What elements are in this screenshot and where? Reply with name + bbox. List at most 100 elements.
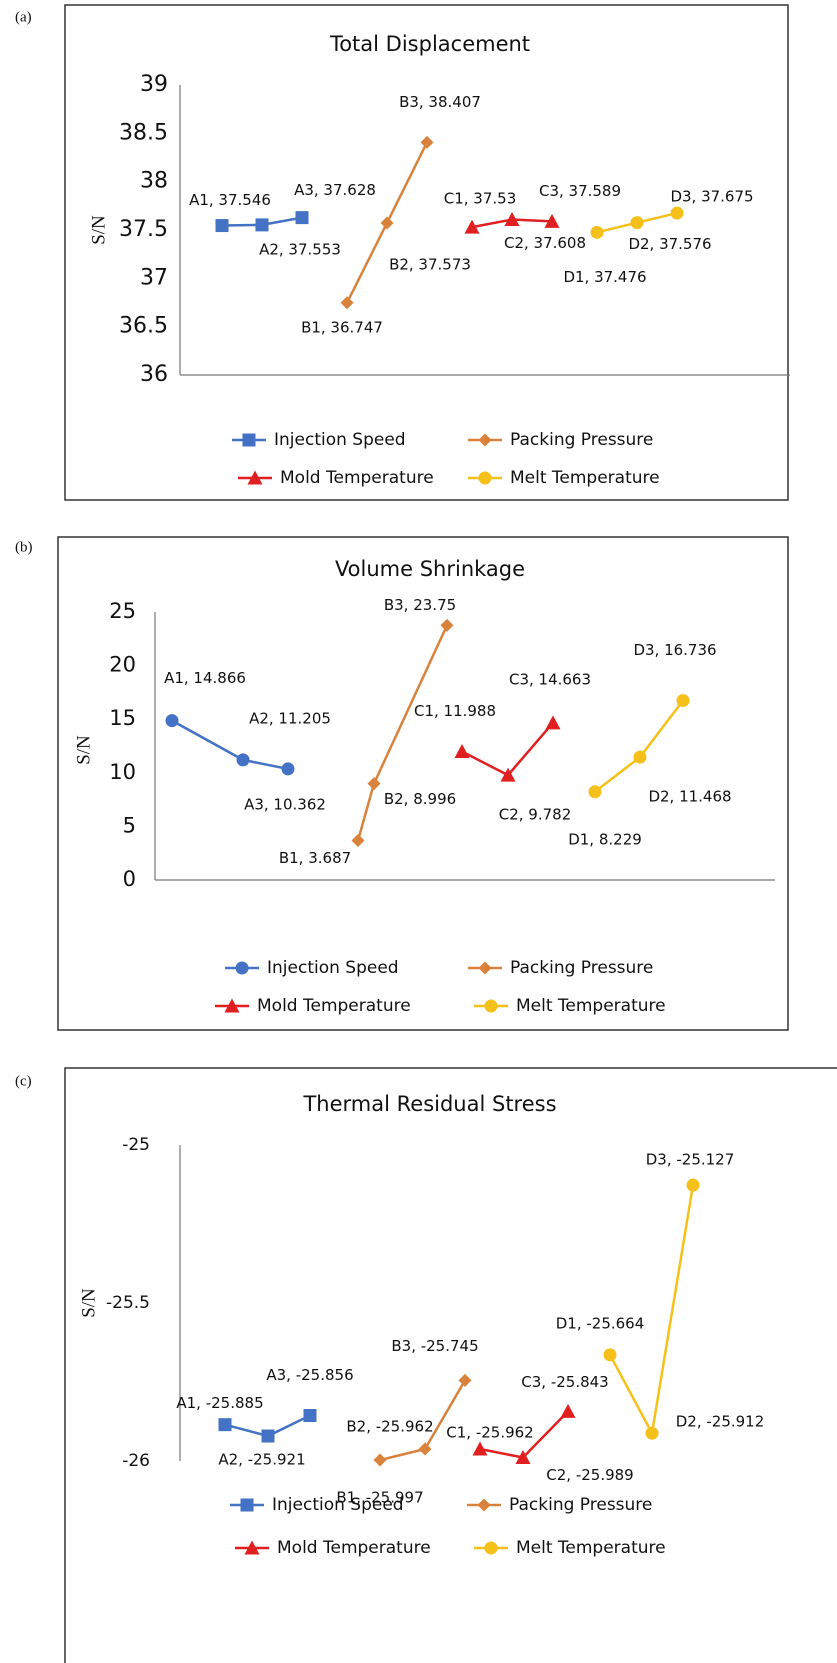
y-tick-label: 37.5 — [119, 217, 168, 242]
marker — [590, 225, 604, 239]
marker — [373, 1453, 387, 1467]
data-label: B2, -25.962 — [346, 1417, 433, 1435]
marker — [303, 1408, 317, 1422]
data-label: D3, 37.675 — [670, 188, 753, 206]
marker — [478, 433, 492, 447]
data-label: B3, -25.745 — [391, 1337, 478, 1355]
panel-label: (a) — [15, 9, 32, 25]
data-label: B2, 37.573 — [389, 255, 471, 273]
marker — [218, 1418, 232, 1432]
data-label: B1, 36.747 — [301, 318, 383, 336]
data-label: C2, 37.608 — [504, 234, 586, 252]
data-label: D2, 11.468 — [648, 788, 731, 806]
marker — [504, 212, 520, 227]
legend-label: Injection Speed — [272, 1495, 404, 1515]
y-tick-label: -25 — [122, 1135, 150, 1155]
marker — [247, 470, 263, 485]
series-line — [356, 624, 449, 841]
marker — [484, 1541, 498, 1555]
marker — [236, 753, 250, 767]
marker — [440, 618, 454, 632]
legend-label: Mold Temperature — [277, 1538, 431, 1558]
data-label: A2, 37.553 — [259, 240, 341, 258]
marker — [545, 715, 561, 730]
marker — [351, 833, 365, 847]
y-tick-label: 38 — [140, 169, 168, 194]
marker — [515, 1450, 531, 1465]
data-label: A3, -25.856 — [266, 1366, 353, 1384]
data-label: B1, -25.997 — [336, 1489, 423, 1507]
y-axis-label: S/N — [88, 215, 109, 245]
marker — [560, 1403, 576, 1418]
legend-label: Packing Pressure — [510, 958, 653, 978]
data-label: D2, -25.912 — [676, 1413, 765, 1431]
legend-label: Packing Pressure — [510, 430, 653, 450]
y-axis-label: S/N — [78, 1288, 99, 1318]
data-label: A2, -25.921 — [218, 1451, 305, 1469]
data-label: A3, 10.362 — [244, 795, 326, 813]
marker — [255, 218, 269, 232]
y-tick-label: 10 — [109, 760, 136, 784]
series-line — [461, 721, 554, 777]
y-tick-label: 5 — [123, 813, 136, 837]
data-label: A1, 14.866 — [164, 669, 246, 687]
legend-label: Injection Speed — [267, 958, 399, 978]
data-label: D3, 16.736 — [633, 641, 716, 659]
chart-title: Volume Shrinkage — [335, 557, 525, 581]
data-label: B3, 38.407 — [399, 93, 481, 111]
data-label: D1, 8.229 — [568, 830, 642, 848]
legend-label: Melt Temperature — [516, 1538, 666, 1558]
frame — [57, 536, 789, 1031]
marker — [603, 1348, 617, 1362]
y-tick-label: 36 — [140, 362, 168, 387]
marker — [686, 1178, 700, 1192]
marker — [420, 135, 434, 149]
panel-label: (c) — [15, 1073, 32, 1089]
y-tick-label: 36.5 — [119, 314, 168, 339]
y-axis-label: S/N — [73, 735, 94, 765]
y-tick-label: 25 — [109, 599, 136, 623]
data-label: A1, -25.885 — [176, 1394, 263, 1412]
y-tick-label: -26 — [122, 1451, 150, 1471]
marker — [633, 750, 647, 764]
legend-label: Packing Pressure — [509, 1495, 652, 1515]
data-label: C3, 37.589 — [539, 182, 621, 200]
data-label: D1, -25.664 — [556, 1314, 645, 1332]
data-label: C2, 9.782 — [499, 806, 572, 824]
y-tick-label: 38.5 — [119, 120, 168, 145]
data-label: A1, 37.546 — [189, 191, 271, 209]
legend-label: Mold Temperature — [257, 996, 411, 1016]
marker — [367, 777, 381, 791]
legend-label: Mold Temperature — [280, 468, 434, 488]
panel-label: (b) — [15, 539, 33, 555]
marker — [588, 785, 602, 799]
marker — [544, 213, 560, 228]
marker — [478, 471, 492, 485]
y-tick-label: 37 — [140, 265, 168, 290]
data-label: D1, 37.476 — [563, 268, 646, 286]
data-label: C1, 11.988 — [414, 702, 496, 720]
y-tick-label: 39 — [140, 72, 168, 97]
data-label: C1, -25.962 — [446, 1423, 533, 1441]
marker — [670, 206, 684, 220]
marker — [224, 998, 240, 1013]
frame — [64, 4, 789, 501]
marker — [242, 433, 256, 447]
y-tick-label: 15 — [109, 706, 136, 730]
marker — [464, 219, 480, 234]
frame — [64, 1067, 837, 1663]
marker — [458, 1373, 472, 1387]
chart-title: Total Displacement — [329, 32, 530, 56]
marker — [630, 216, 644, 230]
marker — [478, 961, 492, 975]
marker — [500, 767, 516, 782]
y-tick-label: 0 — [123, 867, 136, 891]
marker — [165, 714, 179, 728]
data-label: A2, 11.205 — [249, 709, 331, 727]
data-label: C2, -25.989 — [546, 1466, 633, 1484]
marker — [645, 1426, 659, 1440]
marker — [235, 961, 249, 975]
y-tick-label: -25.5 — [106, 1293, 150, 1313]
